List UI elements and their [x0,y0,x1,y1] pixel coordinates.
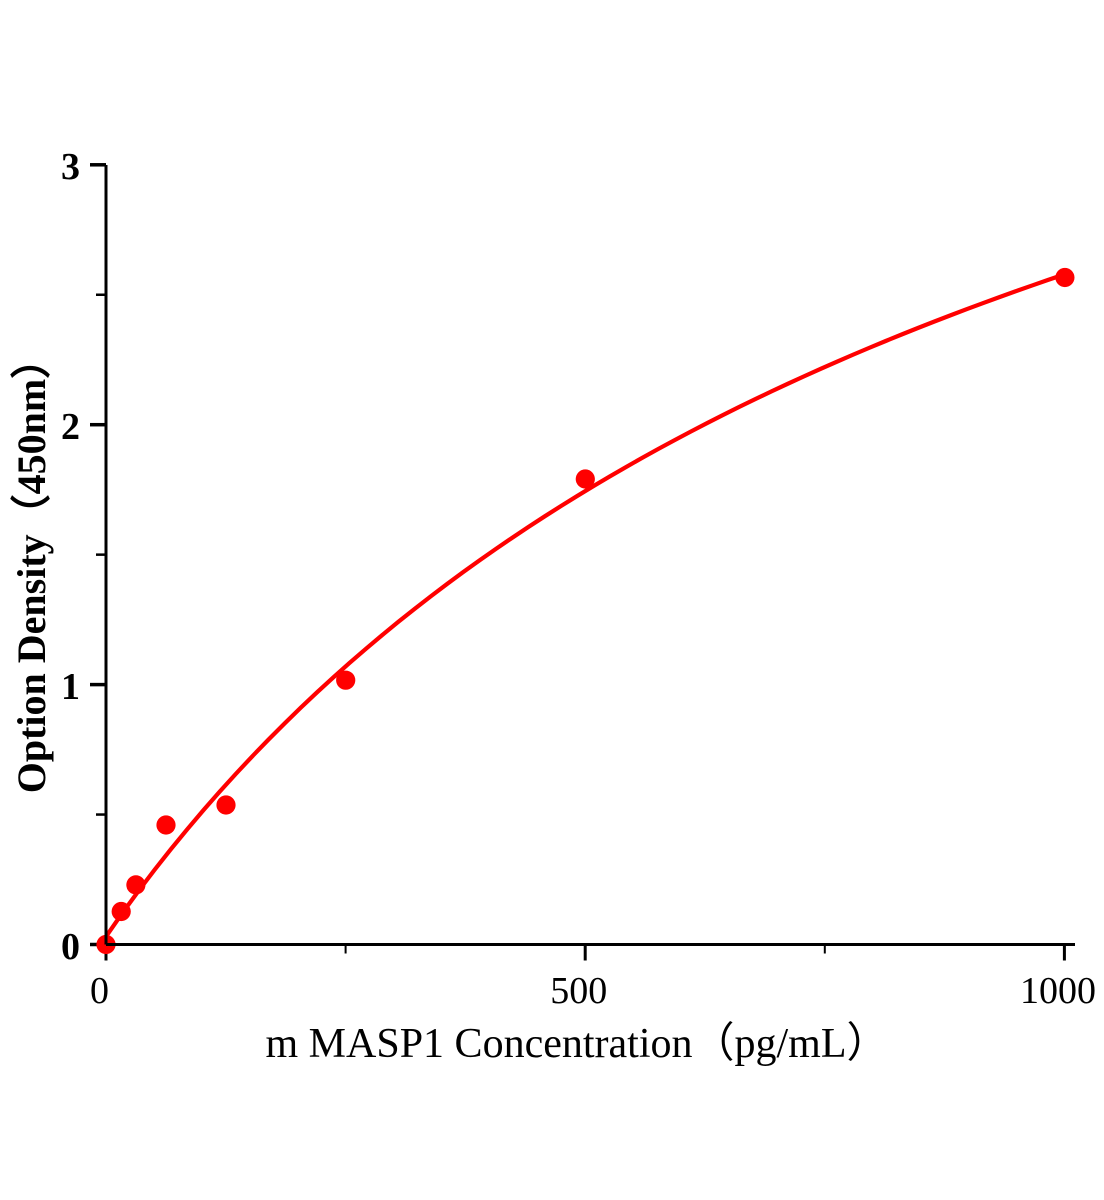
svg-text:3: 3 [61,146,80,188]
svg-text:1: 1 [61,666,80,708]
svg-text:500: 500 [550,970,607,1012]
svg-text:1000: 1000 [1020,970,1096,1012]
svg-text:0: 0 [90,970,109,1012]
svg-text:m MASP1 Concentration（pg/mL）: m MASP1 Concentration（pg/mL） [266,1021,889,1067]
svg-text:Option Density（450nm）: Option Density（450nm） [9,339,54,794]
svg-text:2: 2 [61,406,80,448]
svg-text:0: 0 [61,926,80,968]
